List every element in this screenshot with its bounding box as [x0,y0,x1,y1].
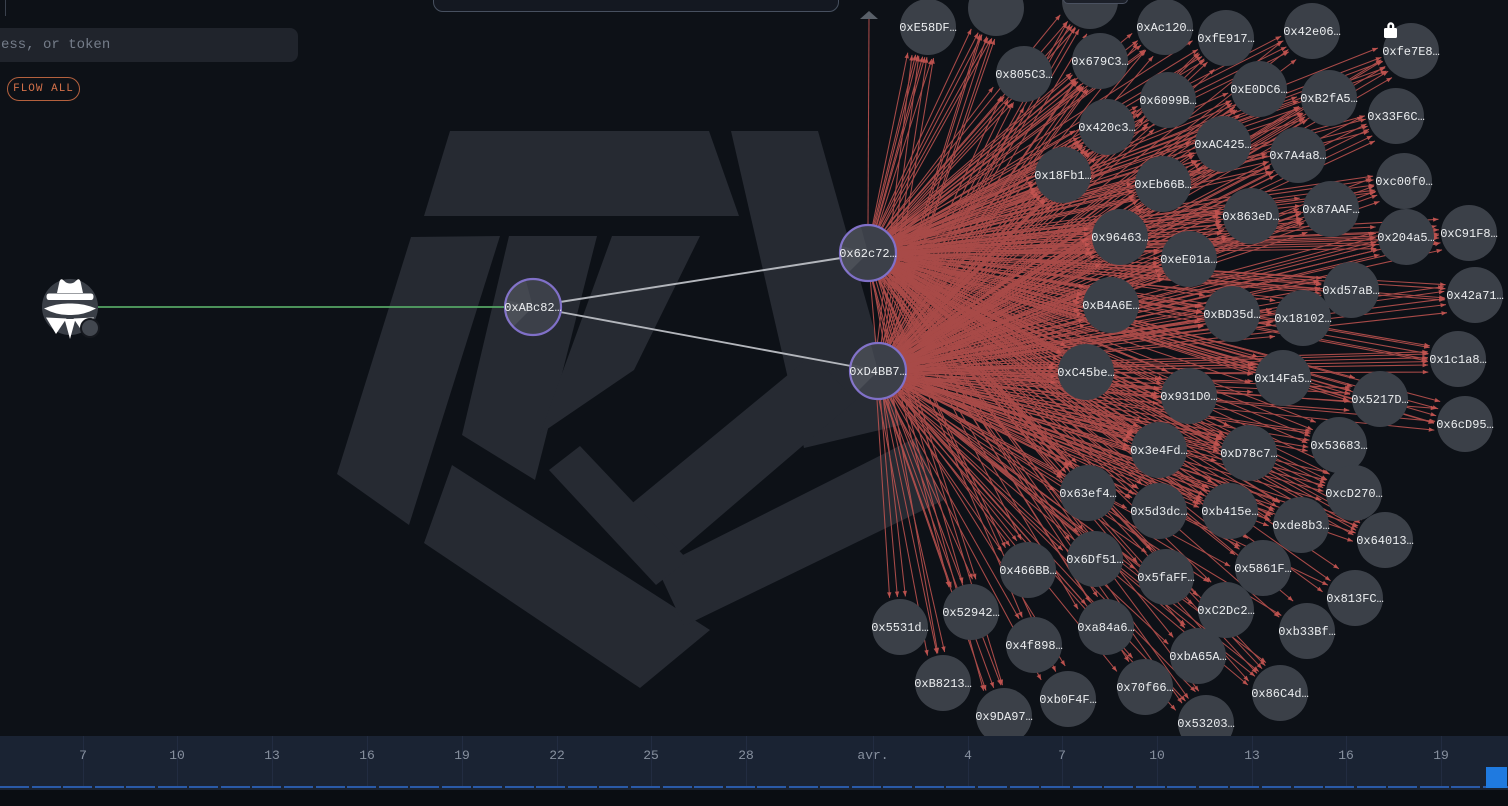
svg-text:0x204a5…: 0x204a5… [1377,231,1435,245]
svg-text:0x5531d…: 0x5531d… [871,621,929,635]
svg-text:0x14Fa5…: 0x14Fa5… [1254,372,1312,386]
svg-text:0xAC425…: 0xAC425… [1194,138,1252,152]
svg-text:0xD78c7…: 0xD78c7… [1220,447,1278,461]
svg-text:0xC45be…: 0xC45be… [1057,366,1115,380]
svg-text:0x5217D…: 0x5217D… [1351,393,1409,407]
svg-text:0xEb66B…: 0xEb66B… [1134,178,1192,192]
svg-text:0xE0DC6…: 0xE0DC6… [1230,83,1288,97]
svg-text:0x420c3…: 0x420c3… [1078,121,1136,135]
svg-text:0x42e06…: 0x42e06… [1283,25,1341,39]
svg-text:0xd57aB…: 0xd57aB… [1322,284,1380,298]
svg-text:0x42a71…: 0x42a71… [1446,289,1504,303]
svg-text:0x7A4a8…: 0x7A4a8… [1269,149,1327,163]
svg-text:0x52942…: 0x52942… [942,606,1000,620]
svg-text:0x863eD…: 0x863eD… [1222,210,1280,224]
svg-text:0xC91F8…: 0xC91F8… [1440,227,1498,241]
svg-text:0xfE917…: 0xfE917… [1197,32,1255,46]
svg-text:0x64013…: 0x64013… [1356,534,1414,548]
svg-text:0x5faFF…: 0x5faFF… [1137,571,1195,585]
svg-text:0x63ef4…: 0x63ef4… [1059,487,1117,501]
svg-text:0xb415e…: 0xb415e… [1201,505,1259,519]
svg-text:0x6cD95…: 0x6cD95… [1436,418,1494,432]
svg-text:0x5d3dc…: 0x5d3dc… [1130,505,1188,519]
svg-text:0x18Fb1…: 0x18Fb1… [1034,169,1092,183]
svg-text:0xAc120…: 0xAc120… [1136,21,1194,35]
svg-text:0x87AAF…: 0x87AAF… [1302,203,1360,217]
svg-text:0xc00f0…: 0xc00f0… [1375,175,1433,189]
svg-text:0xBD35d…: 0xBD35d… [1203,308,1261,322]
svg-text:0x18102…: 0x18102… [1274,312,1332,326]
svg-text:0x4f898…: 0x4f898… [1005,639,1063,653]
svg-text:0x679C3…: 0x679C3… [1071,55,1129,69]
svg-text:0x805C3…: 0x805C3… [995,68,1053,82]
svg-text:0x96463…: 0x96463… [1091,231,1149,245]
svg-text:0xb0F4F…: 0xb0F4F… [1039,693,1097,707]
svg-text:0x33F6C…: 0x33F6C… [1367,110,1425,124]
svg-text:0x6Df51…: 0x6Df51… [1066,553,1124,567]
svg-text:0x53203…: 0x53203… [1177,717,1235,731]
svg-text:0x70f66…: 0x70f66… [1116,681,1174,695]
svg-text:0x3e4Fd…: 0x3e4Fd… [1130,444,1188,458]
svg-text:0xbA65A…: 0xbA65A… [1169,650,1227,664]
svg-text:0xfe7E8…: 0xfe7E8… [1382,45,1440,59]
svg-text:0x466BB…: 0x466BB… [999,564,1057,578]
svg-text:0xeE01a…: 0xeE01a… [1160,253,1218,267]
svg-text:0x9DA97…: 0x9DA97… [975,710,1033,724]
svg-text:0xC2Dc2…: 0xC2Dc2… [1197,604,1255,618]
svg-text:0xB4A6E…: 0xB4A6E… [1082,299,1140,313]
svg-text:0x813FC…: 0x813FC… [1326,592,1384,606]
svg-text:0x86C4d…: 0x86C4d… [1251,687,1309,701]
svg-text:0xD4BB7…: 0xD4BB7… [849,365,907,379]
svg-text:0xB2fA5…: 0xB2fA5… [1300,92,1358,106]
svg-text:0xE58DF…: 0xE58DF… [899,21,957,35]
svg-text:0x1c1a8…: 0x1c1a8… [1429,353,1487,367]
svg-text:0x5861F…: 0x5861F… [1234,562,1292,576]
svg-text:0x62c72…: 0x62c72… [839,247,897,261]
svg-text:0xcD270…: 0xcD270… [1325,487,1383,501]
svg-text:0x6099B…: 0x6099B… [1139,94,1197,108]
svg-text:0xa84a6…: 0xa84a6… [1077,621,1135,635]
svg-text:0xB8213…: 0xB8213… [914,677,972,691]
svg-text:0xABc82…: 0xABc82… [504,301,562,315]
svg-text:0x53683…: 0x53683… [1310,439,1368,453]
svg-text:0xde8b3…: 0xde8b3… [1272,519,1330,533]
svg-text:0x931D0…: 0x931D0… [1160,390,1218,404]
svg-text:0xb33Bf…: 0xb33Bf… [1278,625,1336,639]
